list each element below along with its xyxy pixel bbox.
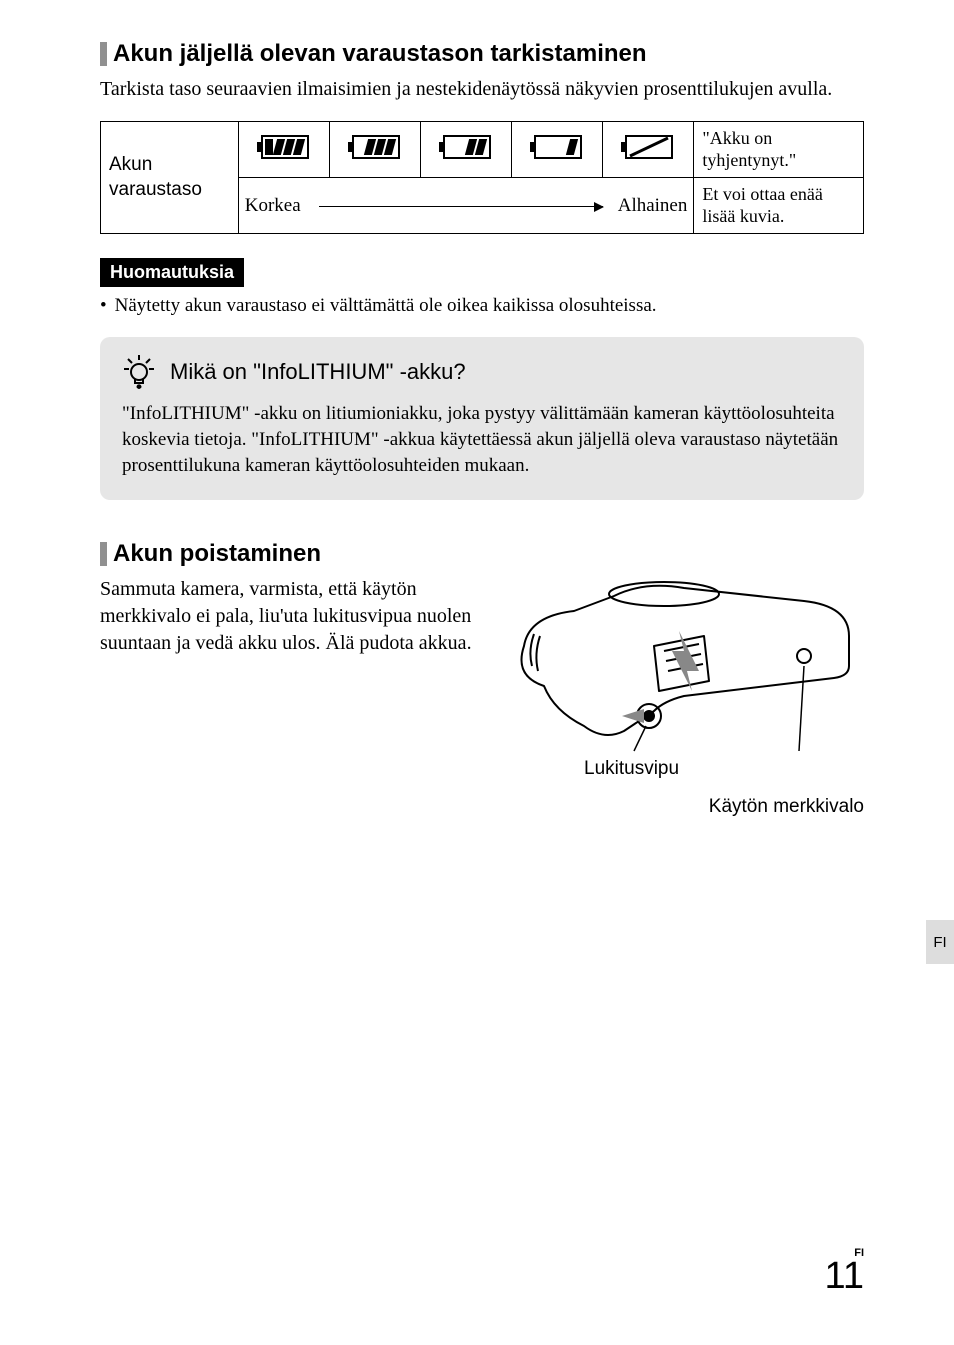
battery-level-4	[238, 122, 329, 178]
section1-heading: Akun jäljellä olevan varaustason tarkist…	[100, 40, 864, 68]
range-arrow-icon	[319, 206, 604, 207]
range-right: Alhainen	[618, 195, 688, 217]
battery-range: Korkea Alhainen	[238, 178, 694, 234]
lightbulb-icon	[122, 355, 156, 389]
heading-bullet	[100, 42, 107, 66]
page: Akun jäljellä olevan varaustason tarkist…	[0, 0, 954, 1345]
info-box-title-text: Mikä on "InfoLITHIUM" -akku?	[170, 359, 466, 385]
notes-badge: Huomautuksia	[100, 258, 244, 287]
battery-level-3	[329, 122, 420, 178]
battery-depleted-text: "Akku on tyhjentynyt."	[694, 122, 864, 178]
battery-rowheader: Akun varaustaso	[101, 122, 239, 234]
illustration-caption-lock-lever: Lukitusvipu	[584, 758, 679, 780]
language-side-tab: FI	[926, 920, 954, 964]
battery-level-1	[512, 122, 603, 178]
section2-heading: Akun poistaminen	[100, 540, 864, 568]
page-number: FI 11	[825, 1247, 864, 1295]
section2-body: Sammuta kamera, varmista, että käytön me…	[100, 576, 480, 657]
section2-heading-text: Akun poistaminen	[113, 540, 321, 568]
section2-columns: Sammuta kamera, varmista, että käytön me…	[100, 576, 864, 836]
info-box-body: "InfoLITHIUM" -akku on litiumioniakku, j…	[122, 401, 842, 478]
range-left: Korkea	[245, 195, 301, 217]
note-item: Näytetty akun varaustaso ei välttämättä …	[100, 295, 864, 317]
camera-illustration: Lukitusvipu Käytön merkkivalo	[504, 576, 864, 836]
info-box: Mikä on "InfoLITHIUM" -akku? "InfoLITHIU…	[100, 337, 864, 500]
info-box-title: Mikä on "InfoLITHIUM" -akku?	[122, 355, 842, 389]
section1-body: Tarkista taso seuraavien ilmaisimien ja …	[100, 76, 864, 103]
battery-level-0	[603, 122, 694, 178]
battery-table: Akun varaustaso	[100, 121, 864, 234]
illustration-caption-access-lamp: Käytön merkkivalo	[709, 796, 864, 818]
section1-heading-text: Akun jäljellä olevan varaustason tarkist…	[113, 40, 647, 68]
page-num: 11	[825, 1255, 864, 1297]
battery-level-2	[421, 122, 512, 178]
battery-cannot-shoot: Et voi ottaa enää lisää kuvia.	[694, 178, 864, 234]
heading-bullet	[100, 542, 107, 566]
